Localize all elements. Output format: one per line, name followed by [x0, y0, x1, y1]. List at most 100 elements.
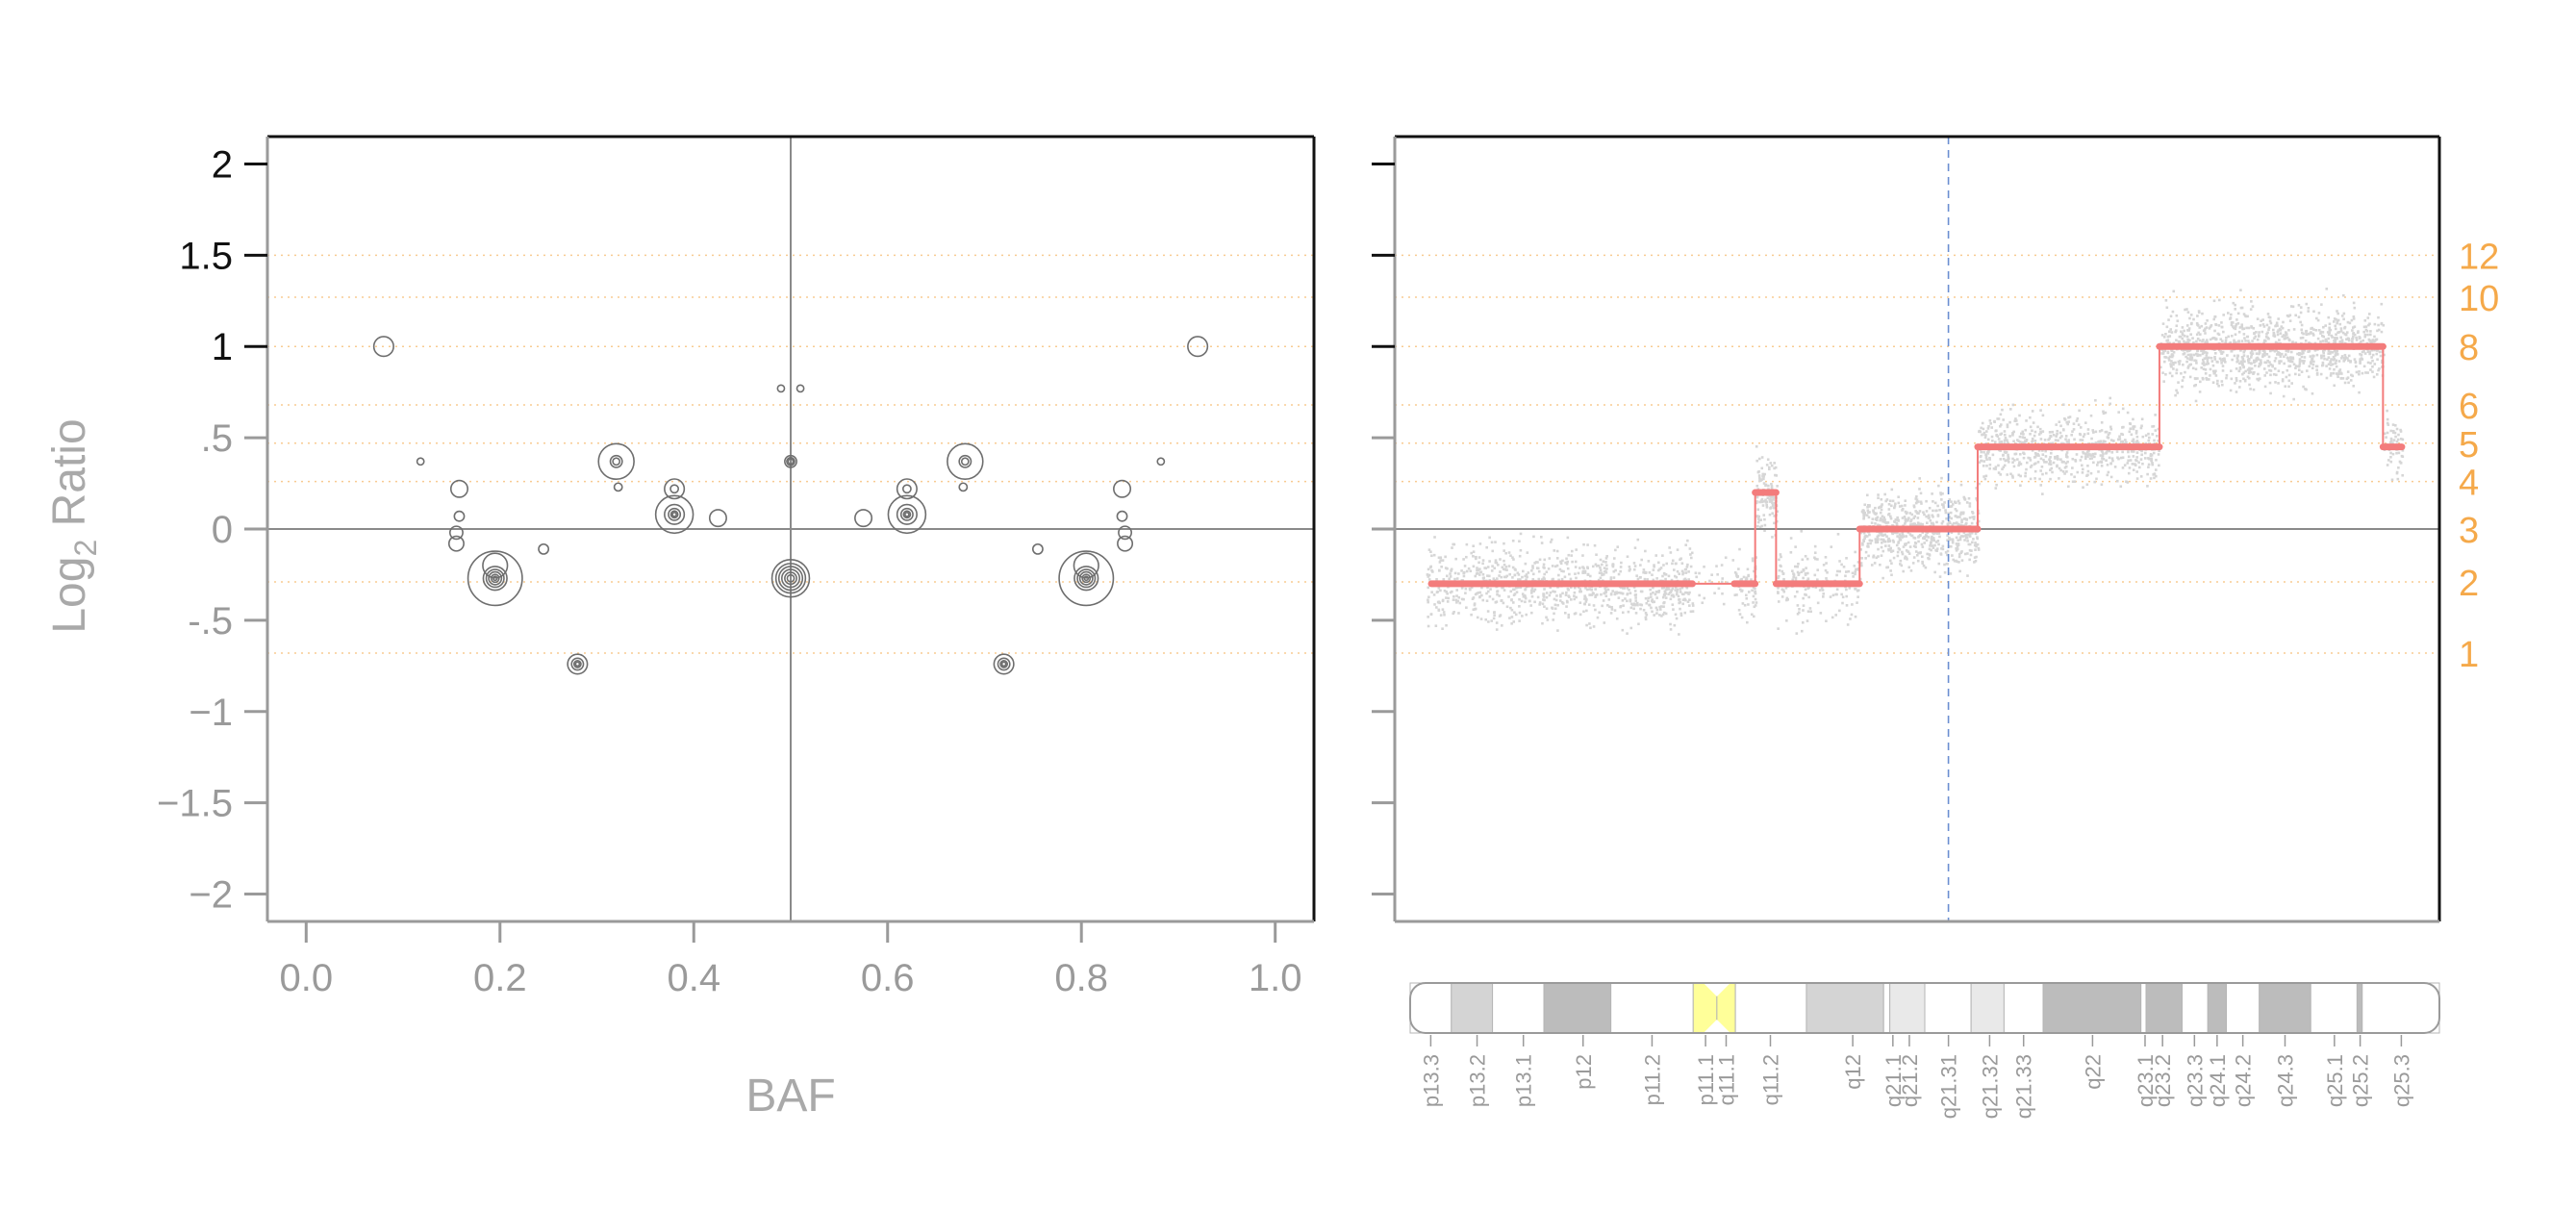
- probe-point: [2303, 356, 2307, 359]
- probe-point: [2389, 455, 2392, 459]
- probe-point: [2351, 326, 2355, 329]
- probe-point: [2077, 423, 2081, 426]
- probe-point: [1619, 604, 1623, 608]
- probe-point: [1994, 487, 1998, 490]
- probe-point: [2128, 466, 2132, 469]
- probe-point: [2340, 340, 2343, 344]
- probe-point: [2043, 461, 2046, 464]
- probe-point: [1604, 557, 1608, 560]
- probe-point: [2332, 320, 2336, 323]
- probe-point: [2124, 439, 2127, 441]
- probe-point: [1539, 536, 1543, 539]
- probe-point: [2088, 457, 2092, 461]
- probe-point: [2397, 451, 2401, 455]
- probe-point: [1940, 521, 1944, 525]
- probe-point: [1655, 577, 1658, 580]
- probe-point: [2321, 361, 2325, 365]
- probe-point: [2208, 356, 2210, 360]
- probe-point: [1949, 505, 1952, 508]
- probe-point: [1460, 569, 1463, 572]
- probe-point: [1971, 516, 1974, 518]
- probe-point: [2352, 335, 2355, 339]
- probe-point: [1516, 571, 1520, 575]
- probe-point: [1553, 603, 1557, 607]
- probe-point: [2188, 364, 2191, 366]
- probe-point: [1906, 518, 1909, 522]
- probe-point: [1794, 579, 1798, 582]
- probe-point: [1455, 589, 1459, 592]
- probe-point: [1454, 598, 1458, 602]
- probe-point: [2056, 464, 2058, 467]
- band-label: q21.1: [1881, 1054, 1906, 1107]
- probe-point: [2369, 368, 2372, 371]
- probe-point: [2224, 340, 2228, 344]
- band-label: q21.32: [1978, 1054, 2002, 1119]
- probe-point: [1655, 612, 1658, 615]
- probe-point: [1786, 598, 1790, 601]
- probe-point: [1511, 566, 1515, 569]
- probe-point: [1559, 560, 1562, 564]
- probe-point: [1999, 424, 2002, 428]
- probe-point: [1825, 562, 1828, 565]
- probe-point: [2196, 324, 2200, 327]
- probe-point: [1824, 556, 1828, 559]
- probe-point: [2342, 293, 2345, 297]
- probe-point: [1478, 594, 1481, 598]
- probe-point: [1450, 567, 1453, 571]
- probe-point: [1925, 499, 1928, 503]
- probe-point: [2033, 469, 2037, 473]
- probe-point: [2231, 358, 2234, 362]
- probe-point: [1968, 535, 1972, 538]
- probe-point: [2213, 315, 2217, 318]
- probe-point: [2286, 336, 2289, 340]
- probe-point: [1499, 614, 1503, 617]
- probe-point: [1897, 519, 1900, 522]
- probe-point: [2363, 333, 2367, 337]
- probe-point: [2219, 338, 2223, 341]
- probe-point: [1901, 552, 1905, 556]
- probe-point: [1779, 564, 1782, 567]
- probe-point: [2342, 357, 2346, 360]
- probe-point: [2363, 352, 2367, 355]
- probe-point: [2023, 441, 2026, 444]
- probe-point: [1647, 560, 1651, 563]
- probe-point: [1567, 588, 1570, 592]
- probe-point: [1621, 592, 1625, 595]
- probe-point: [2273, 360, 2277, 363]
- probe-point: [2041, 430, 2045, 433]
- probe-point: [2134, 430, 2138, 433]
- probe-point: [1531, 567, 1534, 569]
- probe-point: [1877, 496, 1880, 500]
- probe-point: [1585, 588, 1589, 592]
- probe-point: [1932, 531, 1934, 535]
- probe-point: [1674, 574, 1677, 578]
- probe-point: [1661, 595, 1665, 599]
- probe-point: [1806, 610, 1810, 614]
- probe-point: [2336, 375, 2339, 379]
- probe-point: [1841, 595, 1845, 599]
- probe-point: [2366, 371, 2369, 374]
- probe-point: [2353, 333, 2357, 337]
- data-circle: [786, 456, 796, 466]
- probe-point: [2214, 374, 2218, 377]
- probe-point: [2355, 370, 2359, 374]
- probe-point: [2119, 441, 2123, 443]
- probe-point: [1928, 506, 1932, 510]
- probe-point: [2250, 300, 2253, 303]
- data-circle: [958, 454, 972, 468]
- probe-point: [2167, 357, 2171, 360]
- probe-point: [1573, 594, 1576, 597]
- probe-point: [2367, 338, 2371, 341]
- probe-point: [1633, 590, 1637, 592]
- probe-point: [2333, 340, 2336, 342]
- probe-point: [2364, 325, 2368, 328]
- probe-point: [1887, 512, 1891, 516]
- probe-point: [1664, 573, 1668, 576]
- probe-point: [2064, 462, 2068, 465]
- probe-point: [1883, 492, 1886, 496]
- probe-point: [2301, 349, 2304, 353]
- probe-point: [1688, 547, 1692, 550]
- probe-point: [1493, 611, 1496, 614]
- probe-point: [2164, 333, 2167, 336]
- probe-point: [1545, 570, 1549, 574]
